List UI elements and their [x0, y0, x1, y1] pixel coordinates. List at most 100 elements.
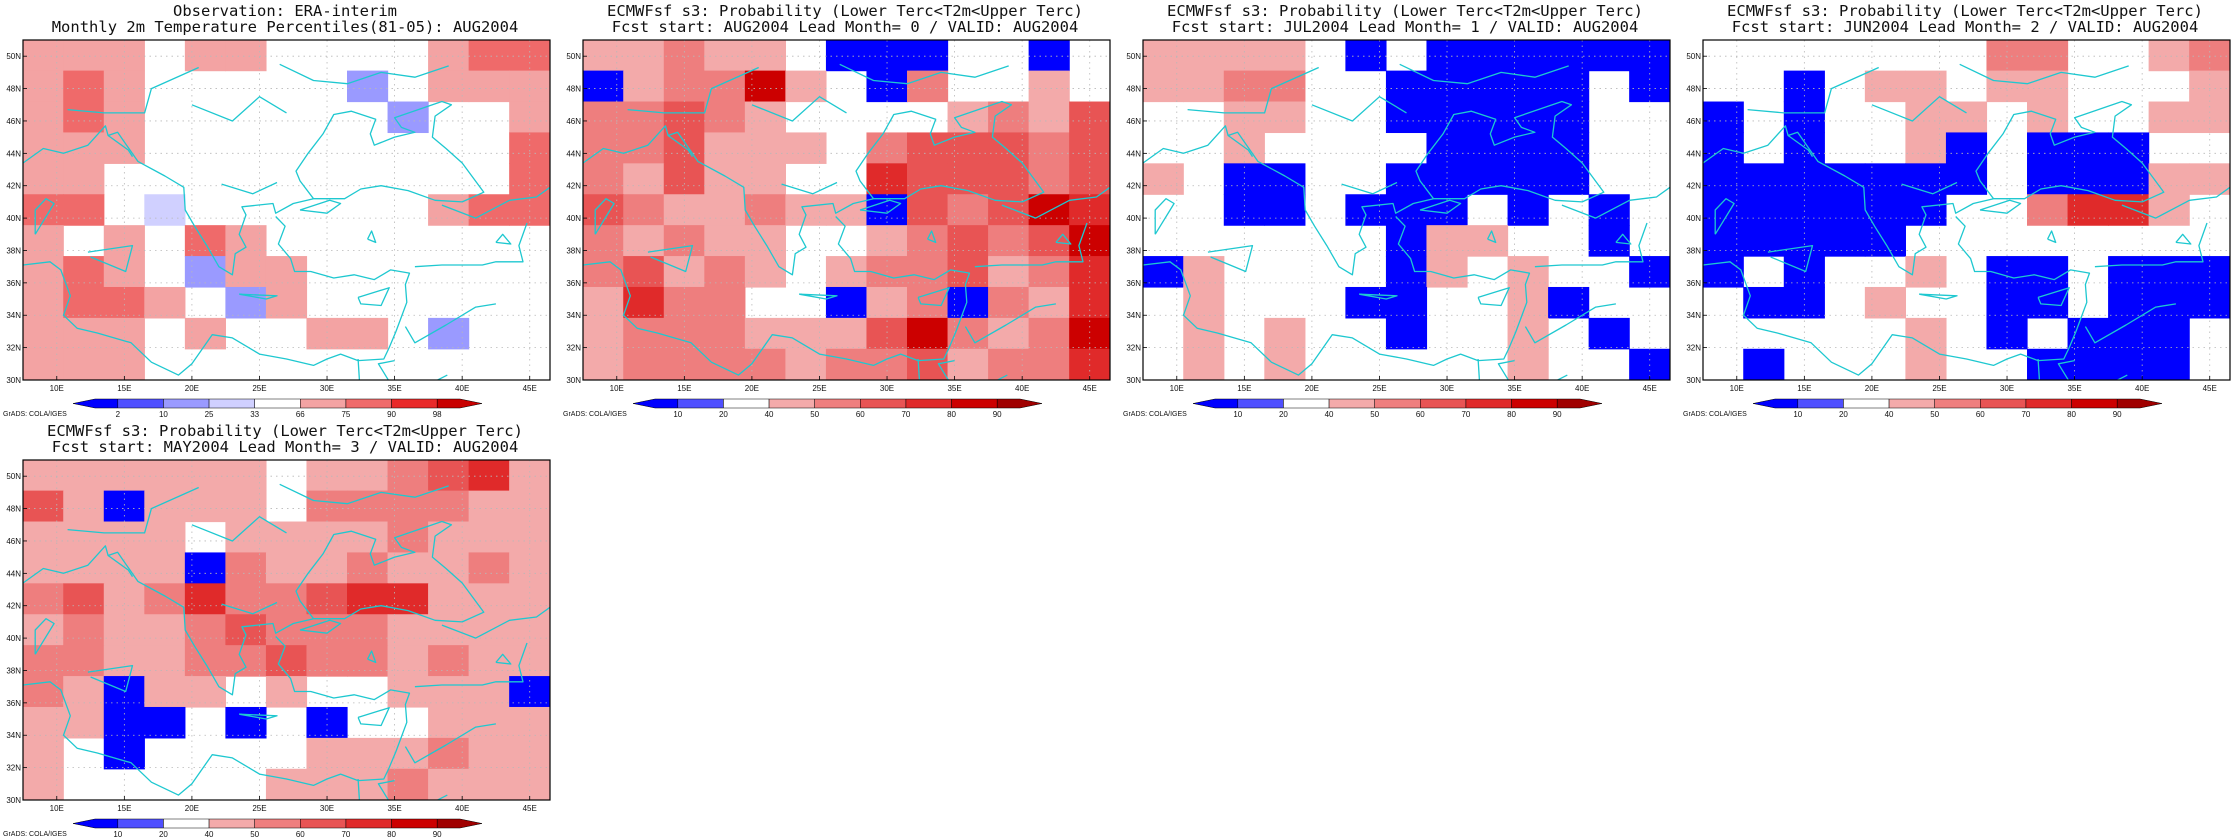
- colorbar-swatch: [254, 398, 301, 409]
- coastline: [1143, 216, 1531, 376]
- grid-cell: [306, 460, 348, 492]
- coastline: [974, 222, 1088, 268]
- grid-cell: [387, 737, 429, 770]
- grid-cell: [468, 645, 510, 677]
- grid-cell: [744, 40, 786, 72]
- coastline: [2047, 230, 2057, 244]
- grid-cell: [1069, 163, 1110, 195]
- grid-cell: [63, 101, 105, 134]
- grid-cell: [144, 286, 186, 319]
- grid-cell: [103, 70, 145, 103]
- coastline: [87, 664, 134, 693]
- grid-cell: [1588, 40, 1630, 72]
- grid-cell: [265, 286, 308, 319]
- grid-cell: [347, 317, 389, 350]
- x-tick-label: 45E: [523, 384, 537, 393]
- coastline: [67, 486, 199, 534]
- y-tick-label: 30N: [1686, 376, 1701, 385]
- x-tick-label: 15E: [117, 804, 131, 813]
- grid-cell: [509, 132, 550, 164]
- colorbar-swatch: [860, 398, 907, 409]
- colorbar-swatch: [677, 398, 724, 409]
- colorbar-swatch: [436, 398, 483, 409]
- colorbar-swatch: [72, 818, 119, 829]
- y-tick-label: 32N: [6, 344, 21, 353]
- grid-cell: [2148, 163, 2190, 195]
- grid-cell: [184, 583, 226, 615]
- y-tick-label: 42N: [6, 182, 21, 191]
- grid-cell: [2067, 348, 2109, 380]
- grid-cell: [184, 460, 226, 492]
- x-tick-label: 30E: [1440, 384, 1454, 393]
- coastline: [299, 199, 342, 214]
- x-tick-label: 45E: [1643, 384, 1657, 393]
- grid-cell: [744, 101, 786, 134]
- grid-cell: [23, 706, 64, 739]
- x-tick-label: 25E: [1372, 384, 1386, 393]
- grid-cell: [2108, 348, 2150, 380]
- grid-cell: [428, 194, 470, 226]
- grid-cell: [988, 194, 1030, 226]
- colorbar-label: 40: [1885, 410, 1894, 419]
- grid-cell: [265, 768, 308, 800]
- grid-cell: [704, 225, 746, 257]
- grid-cell: [947, 194, 989, 226]
- grid-cell: [265, 552, 308, 584]
- colorbar-swatch: [345, 818, 392, 829]
- map-chart: ECMWFsf s3: Probability (Lower Terc<T2m<…: [563, 2, 1111, 419]
- x-tick-label: 30E: [320, 384, 334, 393]
- colorbar: 10 20 40 50 60 70 80 90: [1192, 398, 1603, 419]
- y-tick-label: 46N: [6, 117, 21, 126]
- grid-cell: [63, 194, 105, 226]
- coastline: [1207, 244, 1254, 273]
- coastline: [367, 230, 377, 244]
- grid-cell: [347, 737, 389, 770]
- y-tick-label: 48N: [6, 505, 21, 514]
- grid-cell: [1028, 132, 1070, 164]
- map-frame: [582, 39, 1111, 381]
- y-tick-label: 40N: [6, 634, 21, 643]
- grid-cell: [704, 132, 746, 164]
- grid-cell: [1183, 256, 1225, 288]
- coastline: [2094, 222, 2208, 268]
- grid-cell: [1069, 132, 1110, 164]
- grid-cell: [1507, 317, 1549, 350]
- coastline: [495, 233, 512, 245]
- colorbar-label: 20: [1279, 410, 1288, 419]
- colorbar-label: 60: [1976, 410, 1985, 419]
- grid-cell: [225, 225, 267, 257]
- coastline: [107, 134, 134, 157]
- colorbar-label: 80: [1507, 410, 1516, 419]
- grid-cells: [583, 40, 1110, 380]
- grads-credit: GrADS: COLA/IGES: [1683, 411, 1747, 418]
- grid-cell: [1426, 70, 1468, 103]
- grid-cell: [1864, 70, 1906, 103]
- grid-cell: [225, 460, 267, 492]
- grid-cell: [265, 583, 308, 615]
- grid-cell: [1986, 70, 2028, 103]
- grid-cell: [63, 40, 105, 72]
- grid-cell: [2189, 286, 2230, 319]
- colorbar-swatch: [163, 398, 210, 409]
- y-tick-label: 34N: [6, 311, 21, 320]
- y-tick-label: 30N: [6, 376, 21, 385]
- grid-cell: [1028, 317, 1070, 350]
- grid-cell: [306, 706, 348, 739]
- colorbar-label: 50: [1930, 410, 1939, 419]
- y-tick-label: 44N: [6, 149, 21, 158]
- colorbar-swatch: [436, 818, 483, 829]
- colorbar-label: 50: [1370, 410, 1379, 419]
- grid-cell: [1028, 101, 1070, 134]
- grid-cell: [2189, 70, 2230, 103]
- colorbar-label: 2: [116, 410, 121, 419]
- colorbar-swatch: [163, 818, 210, 829]
- grid-cell: [428, 583, 470, 615]
- grid-cell: [1385, 225, 1428, 257]
- y-tick-label: 48N: [6, 85, 21, 94]
- grid-cell: [1783, 194, 1825, 226]
- grid-cell: [1223, 194, 1265, 226]
- grid-cell: [2148, 194, 2190, 226]
- coastline: [839, 63, 1009, 85]
- x-tick-label: 20E: [745, 384, 759, 393]
- grid-cell: [623, 40, 665, 72]
